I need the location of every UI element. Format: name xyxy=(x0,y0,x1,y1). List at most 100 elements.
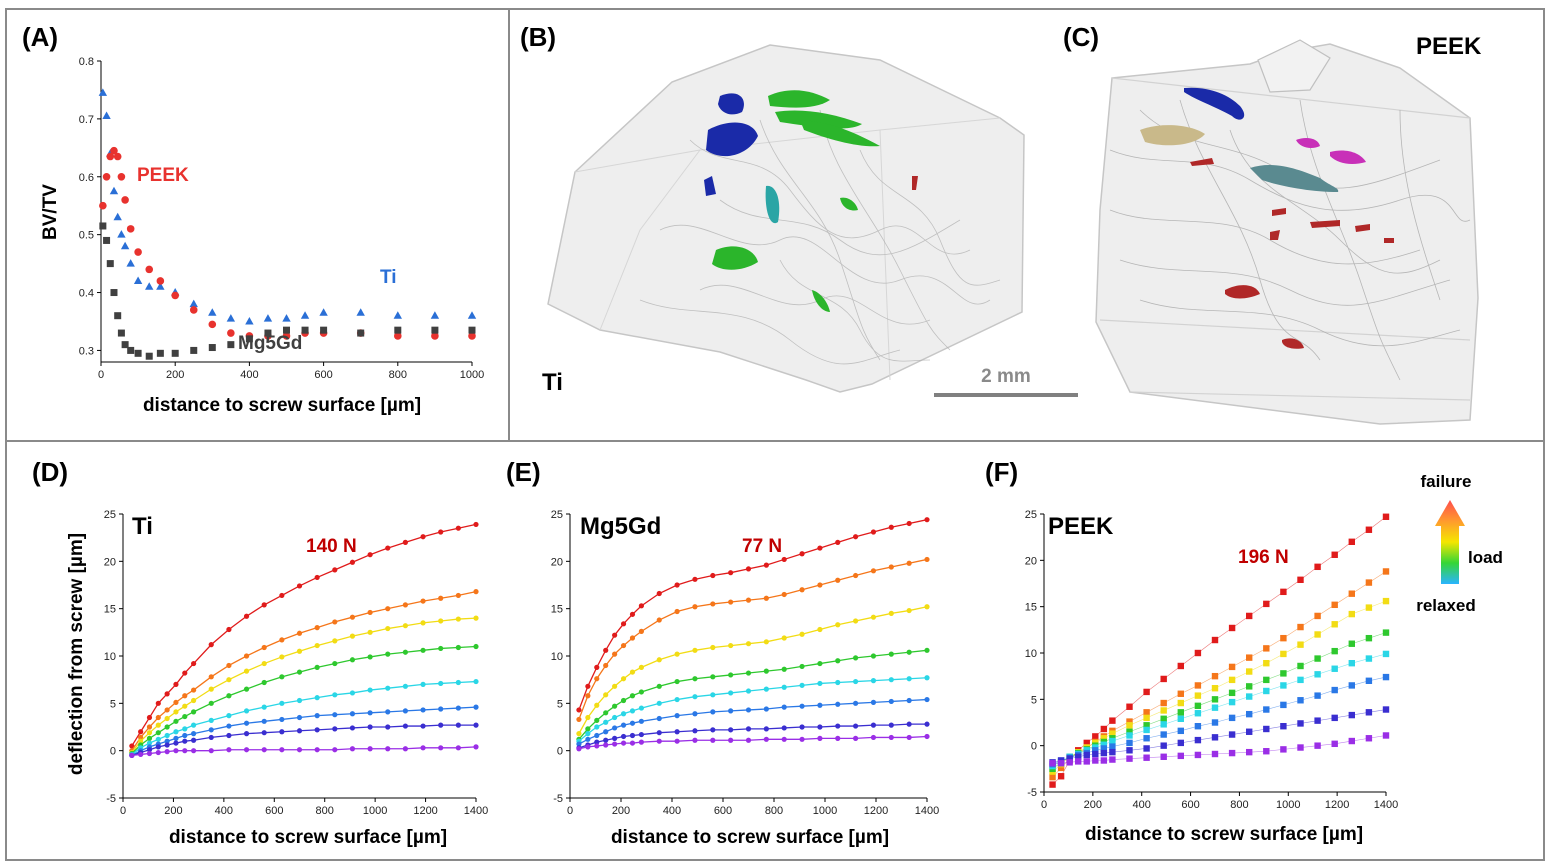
data-point xyxy=(781,591,787,598)
data-point-mg5gd xyxy=(227,341,235,349)
data-point xyxy=(1143,722,1150,729)
data-point xyxy=(420,707,426,713)
data-point xyxy=(314,727,320,733)
data-point xyxy=(799,631,805,637)
data-point xyxy=(924,675,930,681)
data-point xyxy=(1228,714,1236,722)
data-point xyxy=(781,725,787,731)
segmented-pores-c xyxy=(1140,87,1394,349)
data-point xyxy=(1126,732,1133,739)
data-point xyxy=(906,520,912,527)
data-point-mg5gd xyxy=(117,329,125,337)
data-point xyxy=(710,692,716,698)
data-point xyxy=(367,654,373,660)
data-point xyxy=(1083,739,1090,747)
data-point-ti xyxy=(189,299,198,308)
data-point xyxy=(226,626,232,633)
x-tick-label: 1200 xyxy=(1325,799,1349,811)
x-tick-label: 1400 xyxy=(915,805,939,817)
data-point-ti xyxy=(133,276,143,284)
data-point xyxy=(870,734,877,741)
data-point xyxy=(692,647,698,653)
data-point xyxy=(656,657,662,663)
data-point xyxy=(870,529,877,535)
data-point xyxy=(710,674,716,680)
data-point xyxy=(1382,629,1390,636)
data-point xyxy=(296,630,303,636)
data-point xyxy=(870,653,877,659)
data-point xyxy=(745,737,752,743)
data-point xyxy=(226,723,232,729)
series-label-ti: Ti xyxy=(380,267,397,288)
data-point-ti xyxy=(113,212,122,221)
scale-bar-label: 2 mm xyxy=(981,366,1031,387)
data-point xyxy=(173,740,179,746)
data-point xyxy=(243,613,250,619)
x-tick-label: 1400 xyxy=(1374,799,1398,811)
data-point xyxy=(1075,753,1082,760)
data-point xyxy=(781,736,787,742)
data-point xyxy=(402,649,408,655)
chart-e-xlabel: distance to screw surface [µm] xyxy=(611,827,889,848)
data-point xyxy=(155,700,161,706)
data-point-ti xyxy=(263,314,273,322)
data-point xyxy=(745,707,752,713)
data-point xyxy=(1297,576,1304,583)
data-point xyxy=(674,738,680,744)
data-point xyxy=(1228,689,1236,697)
data-point xyxy=(817,735,823,741)
data-point xyxy=(208,717,214,723)
data-point xyxy=(620,676,627,682)
data-point xyxy=(455,616,461,622)
data-point xyxy=(692,576,698,582)
data-point xyxy=(799,736,805,742)
y-tick-label: 0.5 xyxy=(79,230,94,242)
data-point xyxy=(853,700,859,706)
y-tick-label: 0.3 xyxy=(79,345,94,357)
data-point xyxy=(1382,597,1390,605)
data-point-peek xyxy=(394,332,402,340)
x-tick-label: 200 xyxy=(166,369,184,381)
data-point xyxy=(1194,736,1202,744)
chart-f-force: 196 N xyxy=(1238,547,1289,568)
data-point xyxy=(835,622,841,628)
data-point xyxy=(1297,697,1304,704)
data-point xyxy=(1331,714,1338,722)
data-point xyxy=(1211,734,1219,741)
render-b: Ti xyxy=(542,44,1025,396)
data-point xyxy=(1143,688,1150,696)
data-point xyxy=(692,676,698,682)
data-point xyxy=(226,693,232,699)
data-point xyxy=(385,545,391,551)
data-point xyxy=(455,592,461,599)
data-point xyxy=(1160,675,1167,683)
data-point xyxy=(594,676,600,682)
data-point xyxy=(243,686,250,692)
data-point xyxy=(1057,773,1065,780)
data-point xyxy=(835,679,841,686)
data-point xyxy=(226,747,232,753)
data-point xyxy=(603,729,609,735)
data-point xyxy=(1382,732,1390,739)
data-point xyxy=(226,677,232,683)
data-point xyxy=(226,662,232,669)
data-point xyxy=(173,681,179,688)
panel-label-a: (A) xyxy=(22,22,58,52)
data-point xyxy=(1083,758,1090,765)
data-point xyxy=(155,744,161,750)
data-point xyxy=(438,529,444,535)
data-point xyxy=(781,556,787,563)
data-point xyxy=(817,702,823,708)
data-point xyxy=(799,587,805,593)
data-point xyxy=(1211,750,1219,758)
data-point xyxy=(1126,718,1133,725)
data-point xyxy=(129,743,135,749)
data-point xyxy=(853,723,859,729)
data-point xyxy=(853,534,859,540)
data-point xyxy=(1092,757,1099,764)
data-point xyxy=(296,714,303,721)
data-point xyxy=(261,644,267,651)
x-tick-label: 400 xyxy=(215,805,233,817)
data-point xyxy=(385,746,391,752)
